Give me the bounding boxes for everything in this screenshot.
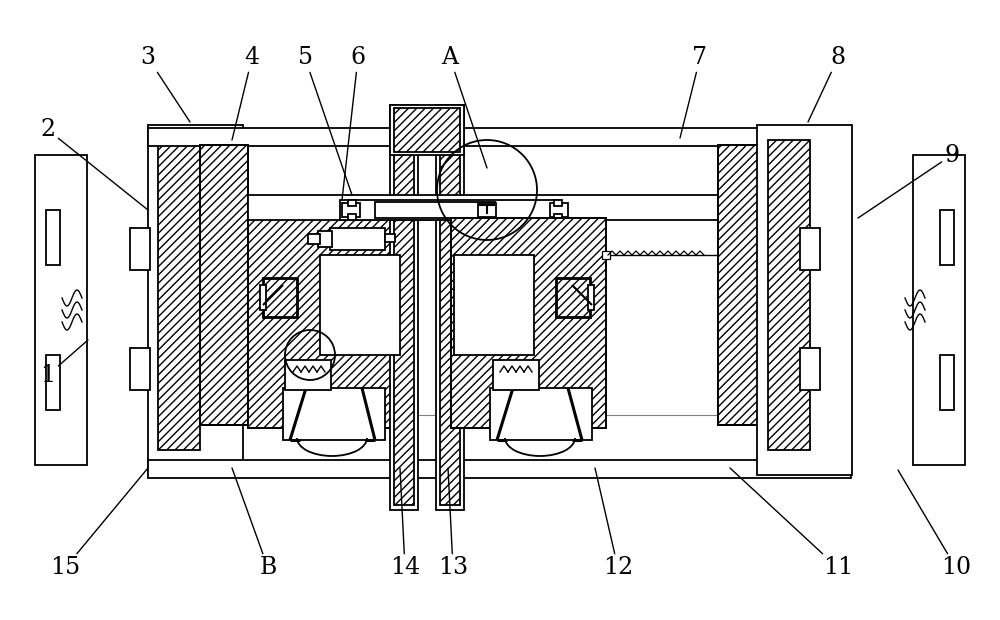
Bar (248, 195, 751, 220)
Bar (757, 125, 852, 475)
Text: 13: 13 (438, 468, 468, 580)
Bar (493, 360, 539, 390)
Bar (264, 279, 297, 317)
Bar (718, 145, 766, 425)
Bar (375, 202, 495, 218)
Bar (454, 255, 534, 355)
Bar (394, 115, 414, 505)
Bar (385, 234, 395, 242)
Bar (348, 214, 356, 220)
Bar (148, 128, 851, 146)
Bar (148, 460, 851, 478)
Bar (348, 200, 356, 206)
Bar (478, 203, 496, 217)
Bar (554, 200, 562, 206)
Bar (248, 218, 403, 428)
Bar (768, 140, 810, 450)
Bar (260, 285, 266, 310)
Bar (285, 360, 331, 390)
Bar (554, 214, 562, 220)
Bar (130, 348, 150, 390)
Bar (130, 228, 150, 270)
Bar (342, 203, 360, 217)
Bar (940, 210, 954, 265)
Bar (320, 255, 400, 355)
Text: 3: 3 (140, 46, 190, 122)
Bar (390, 105, 418, 510)
Bar (200, 145, 248, 425)
Bar (148, 125, 243, 475)
Bar (800, 228, 820, 270)
Bar (451, 218, 606, 428)
Bar (46, 355, 60, 410)
Text: 14: 14 (390, 468, 420, 580)
Bar (308, 234, 320, 244)
Bar (46, 210, 60, 265)
Text: 2: 2 (40, 118, 148, 210)
Text: 1: 1 (40, 340, 88, 386)
Text: 11: 11 (730, 468, 853, 580)
Text: 10: 10 (898, 470, 971, 580)
Text: 9: 9 (858, 143, 960, 218)
Bar (330, 228, 385, 250)
Bar (440, 115, 460, 505)
Bar (35, 155, 87, 465)
Bar (158, 140, 200, 450)
Text: 15: 15 (50, 468, 148, 580)
Bar (550, 203, 568, 217)
Text: A: A (442, 46, 487, 168)
Bar (248, 218, 403, 428)
Bar (200, 145, 248, 425)
Bar (800, 348, 820, 390)
Text: 4: 4 (232, 46, 260, 140)
Bar (283, 388, 385, 440)
Bar (390, 105, 464, 155)
Bar (394, 108, 460, 152)
Bar (602, 251, 610, 259)
Bar (913, 155, 965, 465)
Bar (263, 278, 298, 318)
Bar (588, 285, 594, 310)
Text: 12: 12 (595, 468, 633, 580)
Text: 7: 7 (680, 46, 708, 138)
Bar (556, 278, 591, 318)
Bar (436, 105, 464, 510)
Bar (718, 145, 766, 425)
Text: 5: 5 (298, 46, 352, 195)
Text: B: B (232, 468, 277, 580)
Bar (318, 231, 332, 247)
Text: 6: 6 (342, 46, 366, 200)
Bar (340, 200, 560, 220)
Bar (940, 355, 954, 410)
Text: 8: 8 (808, 46, 846, 122)
Bar (557, 279, 590, 317)
Bar (490, 388, 592, 440)
Bar (451, 218, 606, 428)
